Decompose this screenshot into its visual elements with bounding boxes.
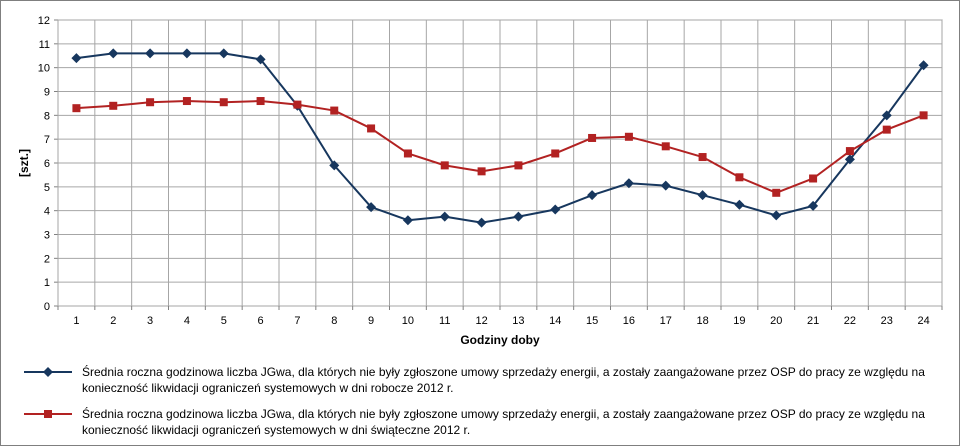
- x-tick-label: 7: [294, 315, 300, 327]
- data-point-0: [587, 190, 598, 201]
- data-point-1: [440, 161, 449, 170]
- data-point-0: [145, 48, 156, 59]
- data-point-0: [108, 48, 119, 59]
- data-point-1: [514, 161, 523, 170]
- x-tick-label: 15: [586, 315, 598, 327]
- series-line-1: [76, 100, 924, 194]
- x-tick-label: 10: [402, 315, 414, 327]
- x-tick-label: 4: [184, 315, 190, 327]
- legend-key-swiateczne: [24, 410, 72, 418]
- data-point-0: [697, 190, 708, 201]
- data-point-1: [845, 147, 854, 156]
- x-tick-label: 21: [807, 315, 819, 327]
- y-tick-label: 12: [38, 15, 50, 27]
- data-point-0: [660, 180, 671, 191]
- y-tick-label: 5: [44, 182, 50, 194]
- data-point-0: [881, 110, 892, 121]
- data-point-0: [71, 53, 82, 64]
- data-point-1: [256, 97, 265, 106]
- data-point-1: [624, 132, 633, 141]
- series-group: [71, 48, 929, 228]
- x-tick-label: 14: [549, 315, 561, 327]
- y-tick-label: 6: [44, 158, 50, 170]
- x-tick-label: 9: [368, 315, 374, 327]
- x-tick-label: 1: [73, 315, 79, 327]
- data-point-1: [735, 173, 744, 182]
- x-tick-label: 23: [881, 315, 893, 327]
- data-point-1: [293, 100, 302, 109]
- data-point-1: [219, 98, 228, 107]
- data-point-1: [551, 149, 560, 158]
- data-point-0: [771, 210, 782, 221]
- y-tick-label: 3: [44, 230, 50, 242]
- y-tick-label: 1: [44, 277, 50, 289]
- x-tick-label: 8: [331, 315, 337, 327]
- data-point-1: [588, 133, 597, 142]
- x-tick-label: 24: [917, 315, 929, 327]
- data-point-1: [477, 167, 486, 176]
- x-tick-label: 5: [221, 315, 227, 327]
- x-axis-title: Godziny doby: [460, 333, 540, 347]
- data-point-1: [146, 98, 155, 107]
- x-tick-labels: 1 2 3 4 5 6 7 8 9 10 11 12 13 14 15 16 17 18 19 20 21 22 23 24: [73, 315, 929, 327]
- data-point-1: [72, 104, 81, 113]
- y-tick-label: 9: [44, 87, 50, 99]
- y-tick-label: 0: [44, 301, 50, 313]
- x-tick-label: 12: [475, 315, 487, 327]
- x-tick-label: 19: [733, 315, 745, 327]
- x-tick-label: 18: [696, 315, 708, 327]
- data-point-0: [255, 54, 266, 65]
- x-tick-label: 17: [660, 315, 672, 327]
- data-point-1: [882, 125, 891, 134]
- data-point-1: [330, 106, 339, 115]
- series-line-0: [76, 52, 925, 224]
- data-point-0: [476, 217, 487, 228]
- y-tick-label: 10: [38, 63, 50, 75]
- legend-key-robocze: [24, 367, 72, 377]
- x-tick-label: 2: [110, 315, 116, 327]
- data-point-0: [366, 202, 377, 213]
- data-point-0: [844, 154, 855, 165]
- x-tick-label: 3: [147, 315, 153, 327]
- data-point-0: [734, 199, 745, 210]
- x-tick-label: 16: [623, 315, 635, 327]
- data-point-1: [809, 174, 818, 183]
- data-point-1: [182, 97, 191, 106]
- data-point-0: [181, 48, 192, 59]
- data-point-0: [808, 200, 819, 211]
- y-tick-label: 8: [44, 110, 50, 122]
- x-tick-label: 20: [770, 315, 782, 327]
- data-point-1: [403, 149, 412, 158]
- data-point-1: [772, 188, 781, 197]
- data-point-0: [550, 204, 561, 215]
- data-point-0: [402, 215, 413, 226]
- legend-label-swiateczne: Średnia roczna godzinowa liczba JGwa, dl…: [82, 407, 925, 437]
- x-tick-label: 13: [512, 315, 524, 327]
- x-tick-label: 22: [844, 315, 856, 327]
- data-point-0: [218, 48, 229, 59]
- x-tick-label: 6: [258, 315, 264, 327]
- y-tick-label: 7: [44, 134, 50, 146]
- y-tick-label: 4: [44, 206, 50, 218]
- data-point-0: [623, 178, 634, 189]
- data-point-1: [109, 101, 118, 110]
- data-point-1: [661, 142, 670, 151]
- data-point-1: [367, 124, 376, 133]
- legend-label-robocze: Średnia roczna godzinowa liczba JGwa, dl…: [82, 365, 925, 395]
- data-point-0: [918, 60, 929, 71]
- data-point-0: [513, 211, 524, 222]
- data-point-1: [919, 111, 928, 120]
- data-point-1: [698, 153, 707, 162]
- y-tick-label: 2: [44, 253, 50, 265]
- y-axis-title: [szt.]: [17, 149, 31, 177]
- x-tick-label: 11: [439, 315, 450, 327]
- data-point-0: [439, 211, 450, 222]
- y-tick-label: 11: [39, 39, 50, 51]
- data-point-0: [329, 160, 340, 171]
